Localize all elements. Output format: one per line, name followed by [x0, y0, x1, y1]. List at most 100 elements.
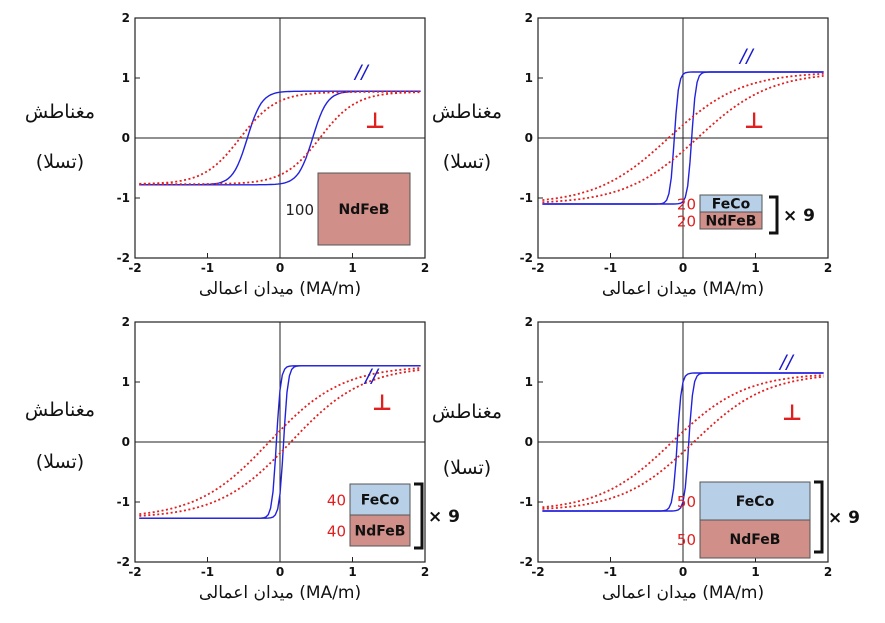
y-axis-label: مغناطش	[25, 101, 95, 123]
layer-thickness: 50	[677, 493, 696, 511]
layer-thickness: 100	[285, 201, 314, 219]
feco-layer	[699, 481, 811, 521]
parallel-label: //	[363, 365, 380, 387]
x-tick-label: 1	[751, 261, 759, 275]
y-tick-label: 0	[122, 435, 130, 449]
layer-thickness: 50	[677, 531, 696, 549]
perpendicular-curve	[542, 374, 824, 509]
ndfeb-layer	[317, 172, 411, 246]
ndfeb-layer	[699, 211, 763, 230]
ndfeb-layer	[349, 514, 411, 547]
y-tick-label: -1	[117, 495, 130, 509]
x-tick-label: 2	[421, 565, 429, 579]
layer-label: FeCo	[361, 493, 400, 509]
repeat-bracket	[414, 482, 424, 550]
x-tick-label: 2	[824, 565, 832, 579]
y-tick-label: 2	[122, 315, 130, 329]
layer-thickness: 40	[327, 523, 346, 541]
y-tick-label: 0	[525, 131, 533, 145]
perpendicular-curve	[139, 367, 421, 515]
y-tick-label: -2	[520, 555, 533, 569]
ndfeb-layer	[699, 519, 811, 559]
repeat-multiplier: × 9	[783, 206, 815, 226]
layer-label: NdFeB	[730, 532, 781, 548]
y-tick-label: 0	[525, 435, 533, 449]
y-tick-label: 2	[525, 315, 533, 329]
layer-label: FeCo	[736, 494, 775, 510]
y-axis-unit: (تسلا)	[443, 457, 491, 479]
parallel-label: //	[778, 351, 795, 373]
y-tick-label: -1	[520, 495, 533, 509]
layer-thickness: 20	[677, 196, 696, 214]
perpendicular-label: ⊥	[782, 401, 802, 426]
layer-label: NdFeB	[706, 214, 757, 230]
perpendicular-curve	[139, 90, 421, 185]
x-tick-label: 0	[679, 261, 687, 275]
x-tick-label: 1	[348, 565, 356, 579]
repeat-multiplier: × 9	[428, 507, 460, 527]
y-axis-label: مغناطش	[432, 401, 502, 423]
x-axis-label: میدان اعمالی (MA/m)	[199, 583, 361, 603]
x-tick-label: 1	[751, 565, 759, 579]
perpendicular-label: ⊥	[744, 109, 764, 134]
perpendicular-curve	[542, 75, 824, 204]
chart-panel-4: -2 -1 0 1 2 2 1 0 -1 -2 // ⊥ مغناطش (تسلا) میدان اعمال…	[432, 315, 860, 603]
feco-layer	[349, 483, 411, 516]
chart-panel-1: -2 -1 0 1 2 2 1 0 -1 -2 // ⊥ مغناطش (تسلا) میدان اعمال…	[25, 11, 429, 299]
layer-label: NdFeB	[339, 202, 390, 218]
y-axis-unit: (تسلا)	[443, 151, 491, 173]
x-axis-label: میدان اعمالی (MA/m)	[602, 279, 764, 299]
y-axis-label: مغناطش	[25, 399, 95, 421]
x-tick-label: -1	[201, 565, 214, 579]
x-axis-label: میدان اعمالی (MA/m)	[199, 279, 361, 299]
y-axis-unit: (تسلا)	[36, 151, 84, 173]
y-tick-label: -1	[117, 191, 130, 205]
y-tick-label: -1	[520, 191, 533, 205]
x-tick-label: -1	[201, 261, 214, 275]
y-tick-label: 1	[525, 375, 533, 389]
x-axis-label: میدان اعمالی (MA/m)	[602, 583, 764, 603]
parallel-curve	[542, 372, 824, 512]
y-tick-label: 2	[525, 11, 533, 25]
x-tick-label: 2	[824, 261, 832, 275]
x-tick-label: -2	[128, 565, 141, 579]
layer-thickness: 20	[677, 213, 696, 231]
y-tick-label: 1	[525, 71, 533, 85]
chart-panel-3: -2 -1 0 1 2 2 1 0 -1 -2 // ⊥ مغناطش (تسلا) میدان اعمال…	[25, 315, 460, 603]
parallel-label: //	[738, 45, 755, 67]
y-tick-label: 1	[122, 375, 130, 389]
x-tick-label: -2	[531, 261, 544, 275]
x-tick-label: 0	[276, 565, 284, 579]
perpendicular-curve	[542, 72, 824, 201]
y-tick-label: 2	[122, 11, 130, 25]
chart-panel-2: -2 -1 0 1 2 2 1 0 -1 -2 // ⊥ مغناطش (تسلا) میدان اعمال…	[432, 11, 832, 299]
y-tick-label: -2	[117, 251, 130, 265]
y-tick-label: 0	[122, 131, 130, 145]
repeat-bracket	[814, 480, 824, 554]
layer-label: FeCo	[712, 197, 751, 213]
perpendicular-curve	[139, 369, 421, 517]
x-tick-label: 0	[276, 261, 284, 275]
x-tick-label: 2	[421, 261, 429, 275]
x-tick-label: -2	[128, 261, 141, 275]
repeat-bracket	[769, 195, 779, 235]
x-tick-label: 1	[348, 261, 356, 275]
y-axis-unit: (تسلا)	[36, 451, 84, 473]
parallel-curve	[139, 365, 421, 519]
y-tick-label: -2	[117, 555, 130, 569]
x-tick-label: 0	[679, 565, 687, 579]
y-tick-label: -2	[520, 251, 533, 265]
y-axis-label: مغناطش	[432, 101, 502, 123]
y-tick-label: 1	[122, 71, 130, 85]
repeat-multiplier: × 9	[828, 508, 860, 528]
x-tick-label: -1	[604, 565, 617, 579]
perpendicular-label: ⊥	[372, 391, 392, 416]
x-tick-label: -1	[604, 261, 617, 275]
parallel-label: //	[353, 61, 370, 83]
x-tick-label: -2	[531, 565, 544, 579]
perpendicular-curve	[139, 91, 421, 186]
layer-label: NdFeB	[355, 524, 406, 540]
perpendicular-label: ⊥	[365, 109, 385, 134]
layer-thickness: 40	[327, 492, 346, 510]
